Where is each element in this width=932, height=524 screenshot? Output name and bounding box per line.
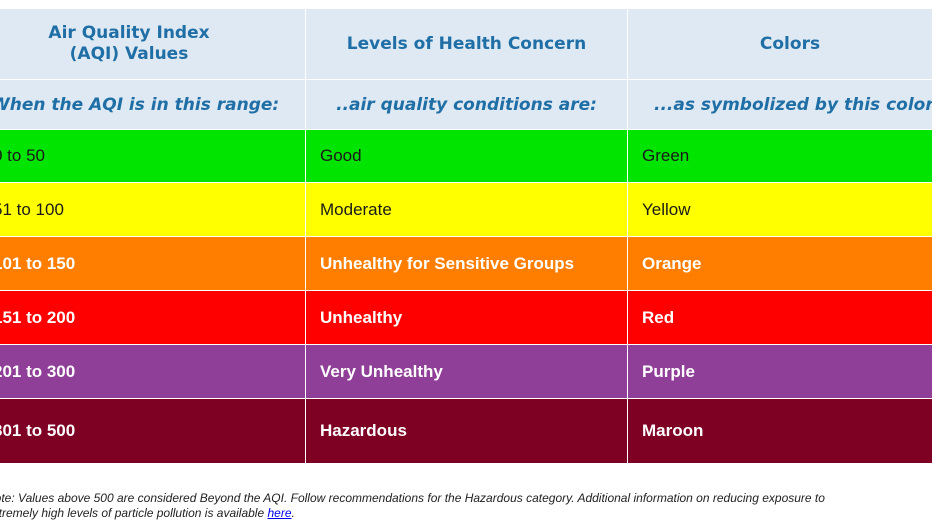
here-link[interactable]: here xyxy=(267,506,292,520)
health-level-text: Good xyxy=(320,146,362,165)
subheader-color: ...as symbolized by this color: xyxy=(627,79,932,130)
header-colors-label: Colors xyxy=(759,33,821,54)
footnote-line-2-text: extremely high levels of particle pollut… xyxy=(0,506,268,520)
table-row: 51 to 100 Moderate Yellow xyxy=(0,182,932,237)
header-health-concern-label: Levels of Health Concern xyxy=(346,33,587,54)
header-health-concern: Levels of Health Concern xyxy=(305,8,628,80)
aqi-range-cell: 151 to 200 xyxy=(0,290,306,345)
color-name-text: Purple xyxy=(642,361,695,381)
table-row: 0 to 50 Good Green xyxy=(0,129,932,183)
subheader-conditions-label: ..air quality conditions are: xyxy=(336,94,597,115)
aqi-range-cell: 301 to 500 xyxy=(0,398,306,464)
table-header-row: Air Quality Index (AQI) Values Levels of… xyxy=(0,8,932,80)
health-level-cell: Unhealthy for Sensitive Groups xyxy=(305,236,628,291)
health-level-text: Unhealthy for Sensitive Groups xyxy=(320,253,575,273)
header-aqi-values-label: Air Quality Index (AQI) Values xyxy=(48,23,210,64)
color-name-cell: Red xyxy=(627,290,932,345)
subheader-range-label: When the AQI is in this range: xyxy=(0,94,280,115)
footnote-line-2: extremely high levels of particle pollut… xyxy=(0,506,932,521)
color-name-cell: Purple xyxy=(627,344,932,399)
table-subheader-row: When the AQI is in this range: ..air qua… xyxy=(0,79,932,130)
aqi-range-text: 0 to 50 xyxy=(0,146,45,165)
table-row: 301 to 500 Hazardous Maroon xyxy=(0,398,932,464)
color-name-text: Green xyxy=(642,146,690,165)
color-name-cell: Orange xyxy=(627,236,932,291)
header-colors: Colors xyxy=(627,8,932,80)
health-level-cell: Moderate xyxy=(305,182,628,237)
footnote: Note: Values above 500 are considered Be… xyxy=(0,491,932,521)
subheader-range: When the AQI is in this range: xyxy=(0,79,306,130)
health-level-cell: Hazardous xyxy=(305,398,628,464)
footnote-line-2-end: . xyxy=(291,506,295,520)
color-name-text: Maroon xyxy=(642,421,704,440)
aqi-range-cell: 51 to 100 xyxy=(0,182,306,237)
aqi-range-text: 301 to 500 xyxy=(0,421,76,440)
health-level-text: Unhealthy xyxy=(320,307,403,327)
subheader-conditions: ..air quality conditions are: xyxy=(305,79,628,130)
table-row: 101 to 150 Unhealthy for Sensitive Groups… xyxy=(0,236,932,291)
table-row: 201 to 300 Very Unhealthy Purple xyxy=(0,344,932,399)
aqi-range-text: 151 to 200 xyxy=(0,307,76,327)
health-level-cell: Very Unhealthy xyxy=(305,344,628,399)
color-name-text: Red xyxy=(642,307,675,327)
health-level-cell: Good xyxy=(305,129,628,183)
aqi-range-text: 201 to 300 xyxy=(0,361,76,381)
health-level-text: Very Unhealthy xyxy=(320,361,443,381)
table-row: 151 to 200 Unhealthy Red xyxy=(0,290,932,345)
health-level-cell: Unhealthy xyxy=(305,290,628,345)
color-name-cell: Maroon xyxy=(627,398,932,464)
aqi-range-text: 51 to 100 xyxy=(0,199,64,219)
color-name-text: Yellow xyxy=(642,199,691,219)
aqi-range-text: 101 to 150 xyxy=(0,253,76,273)
health-level-text: Moderate xyxy=(320,199,392,219)
aqi-table: Air Quality Index (AQI) Values Levels of… xyxy=(0,8,932,464)
subheader-color-label: ...as symbolized by this color: xyxy=(654,94,932,115)
aqi-range-cell: 0 to 50 xyxy=(0,129,306,183)
header-aqi-values: Air Quality Index (AQI) Values xyxy=(0,8,306,80)
color-name-cell: Green xyxy=(627,129,932,183)
color-name-text: Orange xyxy=(642,253,702,273)
aqi-range-cell: 101 to 150 xyxy=(0,236,306,291)
health-level-text: Hazardous xyxy=(320,421,407,440)
footnote-line-1: Note: Values above 500 are considered Be… xyxy=(0,491,825,505)
color-name-cell: Yellow xyxy=(627,182,932,237)
aqi-range-cell: 201 to 300 xyxy=(0,344,306,399)
